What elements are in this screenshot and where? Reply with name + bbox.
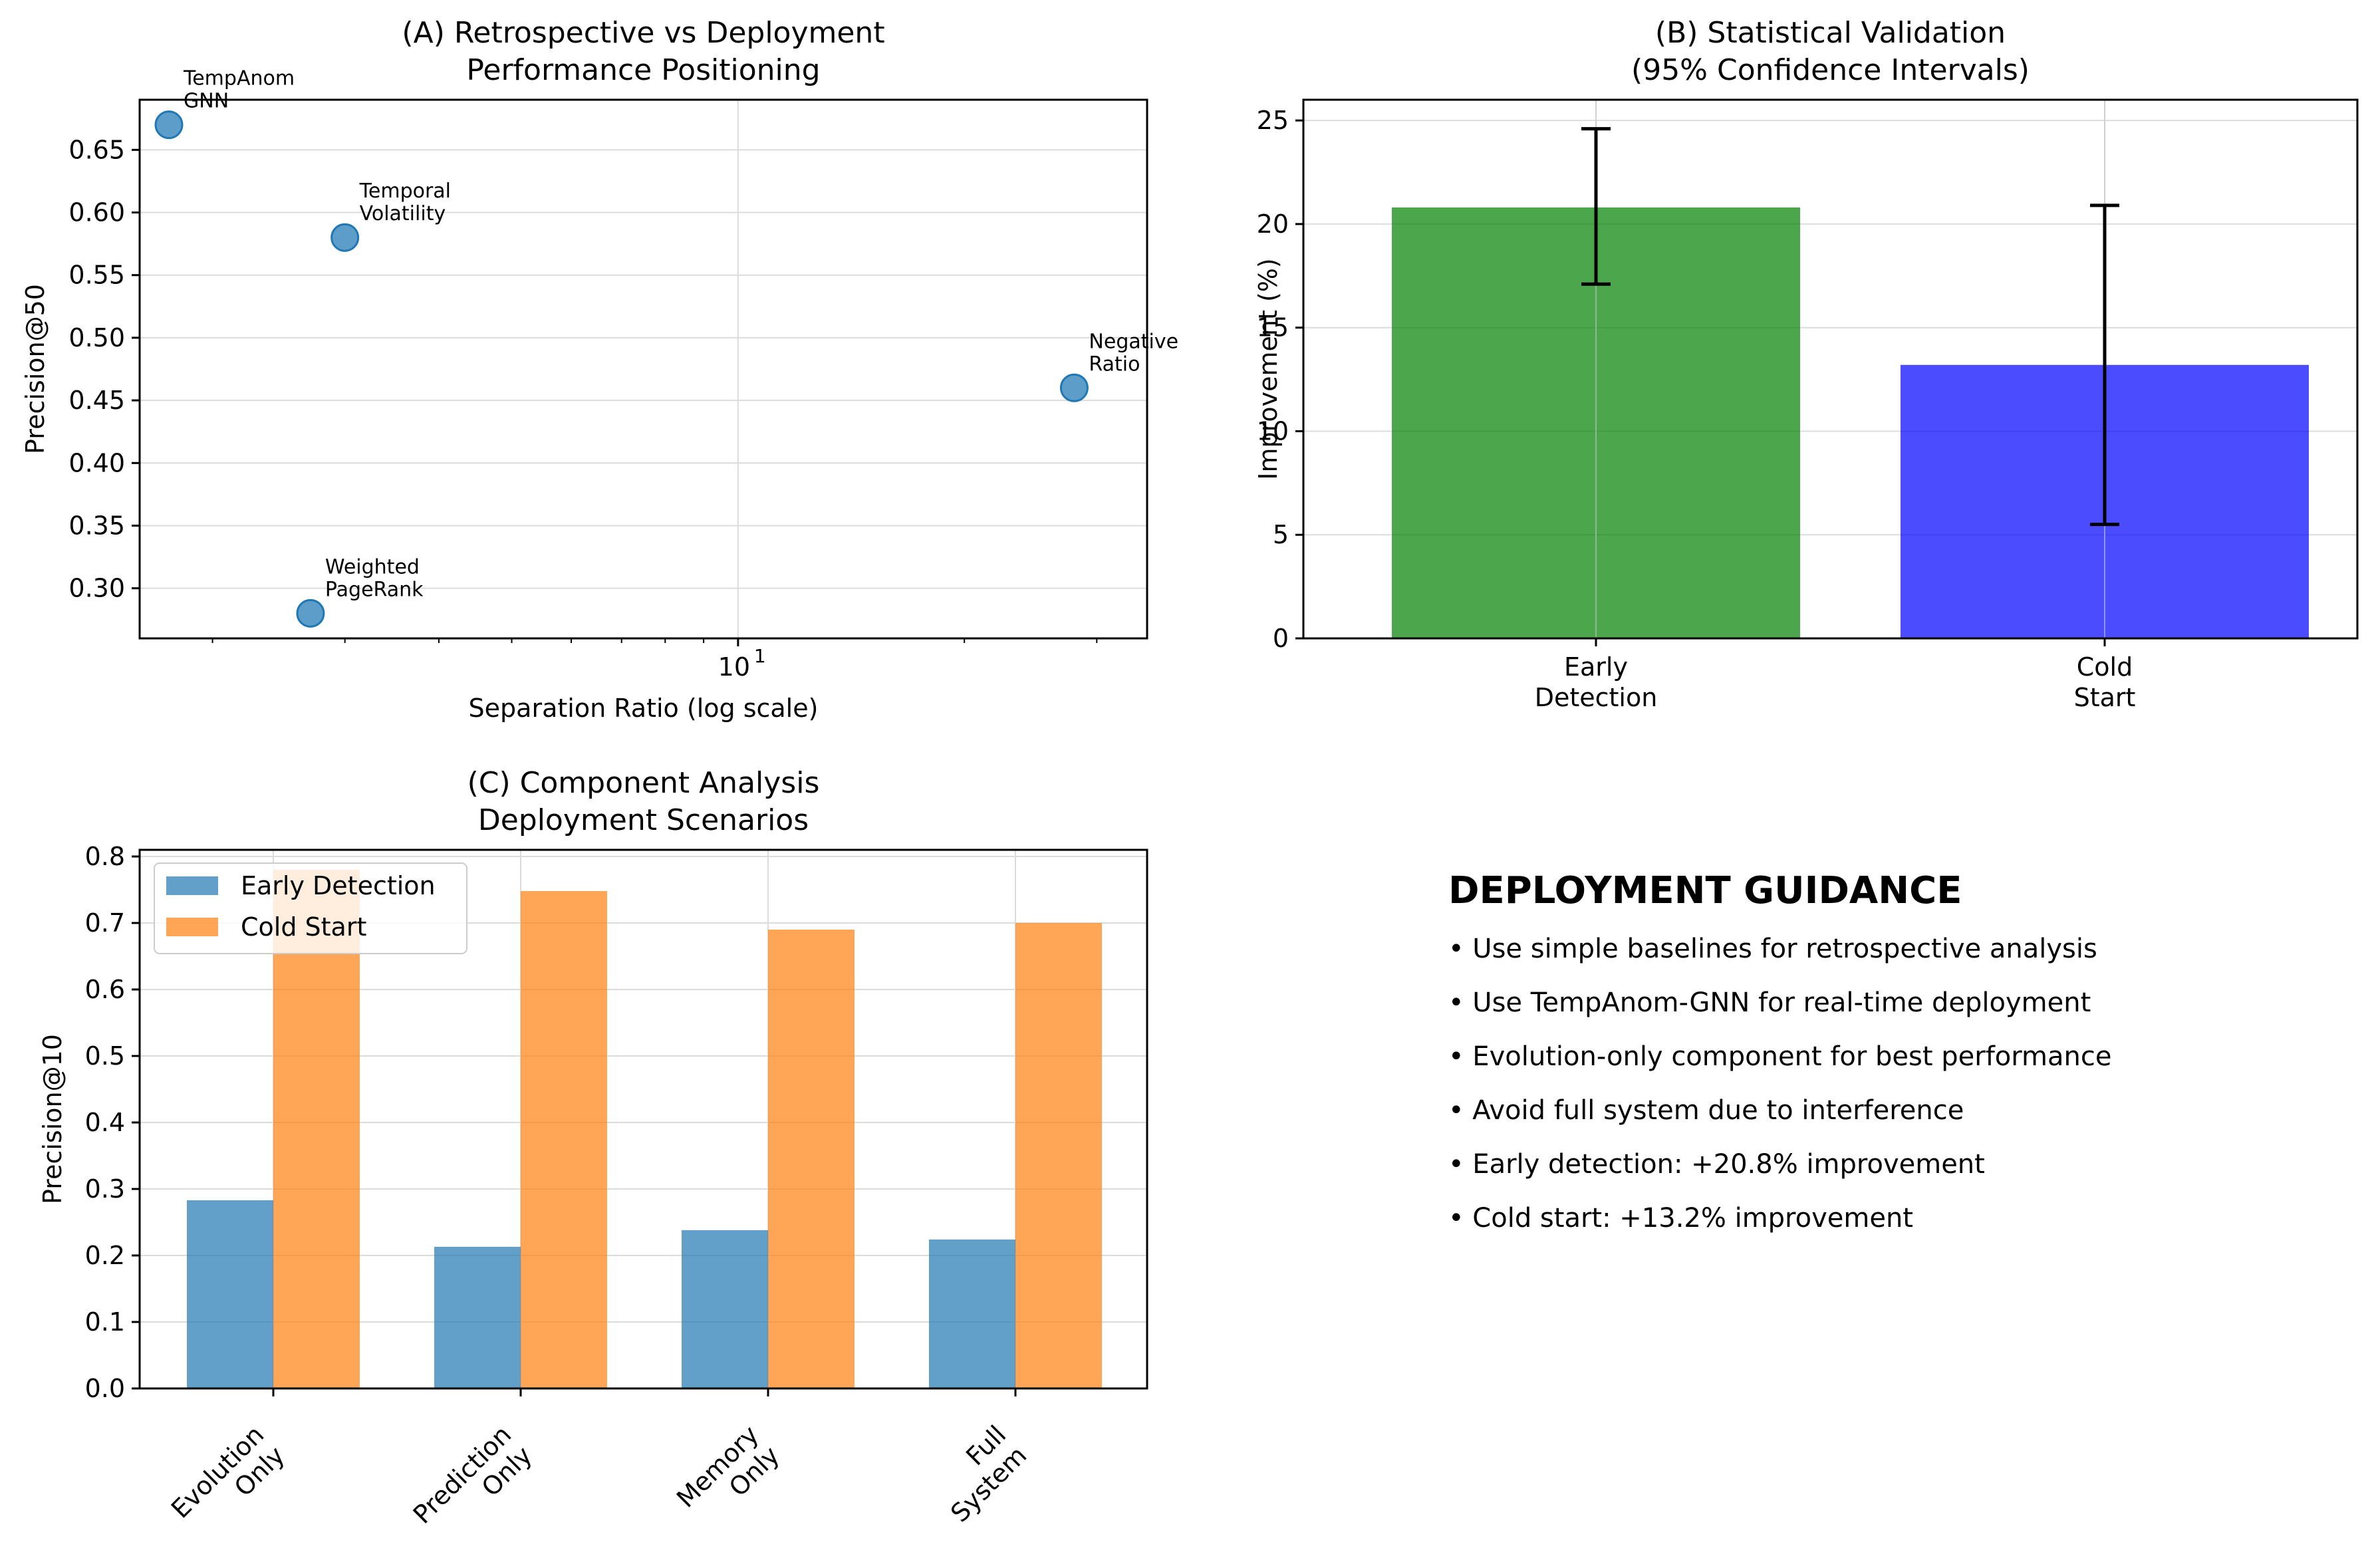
bar-early-detection: [187, 1200, 273, 1388]
y-tick-label: 0.0: [85, 1374, 125, 1403]
y-tick-label: 25: [1257, 106, 1289, 135]
y-tick-label: 10: [1257, 416, 1289, 446]
y-axis-label: Precision@50: [21, 284, 50, 454]
scatter-point: [154, 110, 184, 140]
plot-frame: [1302, 98, 2359, 640]
y-tick-label: 0.50: [68, 323, 125, 352]
bar-early-detection: [434, 1247, 521, 1388]
y-tick-label: 0.60: [68, 198, 125, 227]
x-axis-label: Separation Ratio (log scale): [469, 694, 819, 723]
y-tick-label: 20: [1257, 209, 1289, 239]
guidance-item: • Early detection: +20.8% improvement: [1448, 1149, 1985, 1180]
bar-cold-start: [768, 930, 855, 1388]
x-tick-label: MemoryOnly: [671, 1420, 785, 1534]
x-tick-label: FullSystem: [924, 1420, 1032, 1527]
y-tick-label: 0.40: [68, 448, 125, 477]
x-tick-label: 10: [718, 652, 750, 682]
y-tick-label: 0.35: [68, 511, 125, 540]
point-annotation: Temporal Volatility: [359, 180, 451, 225]
x-tick-exponent: 1: [754, 645, 766, 667]
y-tick-label: 0.30: [68, 574, 125, 603]
point-annotation: Weighted PageRank: [325, 555, 424, 601]
bar-cold-start: [521, 891, 607, 1388]
guidance-item: • Use simple baselines for retrospective…: [1448, 934, 2097, 964]
legend-label: Cold Start: [241, 912, 366, 942]
plot-frame: [138, 849, 1148, 1390]
chart-title: (B) Statistical Validation (95% Confidenc…: [1631, 16, 2030, 87]
chart-title: (A) Retrospective vs Deployment Performan…: [402, 16, 884, 87]
y-axis-label: Improvement (%): [1253, 258, 1283, 479]
panel-c-grouped-bar-chart: 0.0 0.1 0.2 0.3 0.4 0.5 0.6 0.7 0.8 EvolutionOnly…: [38, 766, 1148, 1550]
guidance-heading: DEPLOYMENT GUIDANCE: [1448, 869, 1962, 912]
y-tick-label: 0.2: [85, 1241, 125, 1270]
y-tick-label: 0.55: [68, 261, 125, 290]
x-tick-label: PredictionOnly: [408, 1420, 538, 1550]
y-tick-label: 0.7: [85, 908, 125, 938]
y-tick-label: 5: [1273, 520, 1289, 549]
legend: Early Detection Cold Start: [154, 862, 467, 954]
point-annotation: TempAnom GNN: [183, 67, 295, 113]
x-tick-label: EvolutionOnly: [166, 1420, 291, 1545]
plot-frame: [138, 98, 1148, 640]
bar-cold-start: [273, 870, 360, 1388]
bar-cold-start: [1015, 923, 1102, 1388]
x-tick-label: Cold Start: [2074, 652, 2136, 712]
legend-swatch: [166, 918, 218, 936]
scatter-point: [296, 598, 325, 628]
chart-title: (C) Component Analysis Deployment Scenari…: [467, 766, 820, 837]
legend-label: Early Detection: [241, 871, 436, 900]
bar-early-detection: [682, 1230, 768, 1388]
panel-b-bar-chart: 0 5 10 15 20 25 Early Detection Cold Start (B) Sta…: [1253, 16, 2359, 712]
guidance-item: • Avoid full system due to interference: [1448, 1095, 1964, 1126]
x-tick-label: Early Detection: [1535, 652, 1658, 712]
bar-early-detection: [929, 1240, 1015, 1388]
y-tick-label: 0.4: [85, 1108, 125, 1137]
y-tick-label: 0.65: [68, 135, 125, 164]
panel-a-scatter-chart: 0.30 0.35 0.40 0.45 0.50 0.55 0.60 0.65 10 1 TempA…: [21, 16, 1178, 723]
y-tick-label: 0: [1273, 624, 1289, 653]
guidance-item: • Use TempAnom-GNN for real-time deploym…: [1448, 987, 2091, 1018]
deployment-guidance: DEPLOYMENT GUIDANCE • Use simple baselin…: [1448, 869, 2111, 1234]
y-axis-label: Precision@10: [38, 1034, 67, 1204]
legend-swatch: [166, 876, 218, 895]
point-annotation: Negative Ratio: [1089, 330, 1178, 376]
scatter-point: [1059, 373, 1089, 402]
y-tick-label: 0.3: [85, 1174, 125, 1204]
scatter-point: [330, 223, 360, 252]
y-tick-label: 15: [1257, 313, 1289, 342]
y-tick-label: 0.1: [85, 1307, 125, 1337]
y-tick-label: 0.6: [85, 975, 125, 1004]
y-tick-label: 0.45: [68, 386, 125, 415]
y-tick-label: 0.8: [85, 842, 125, 871]
y-tick-label: 0.5: [85, 1041, 125, 1071]
guidance-item: • Cold start: +13.2% improvement: [1448, 1203, 1913, 1234]
guidance-item: • Evolution-only component for best perf…: [1448, 1041, 2111, 1072]
legend-box: [154, 862, 467, 954]
